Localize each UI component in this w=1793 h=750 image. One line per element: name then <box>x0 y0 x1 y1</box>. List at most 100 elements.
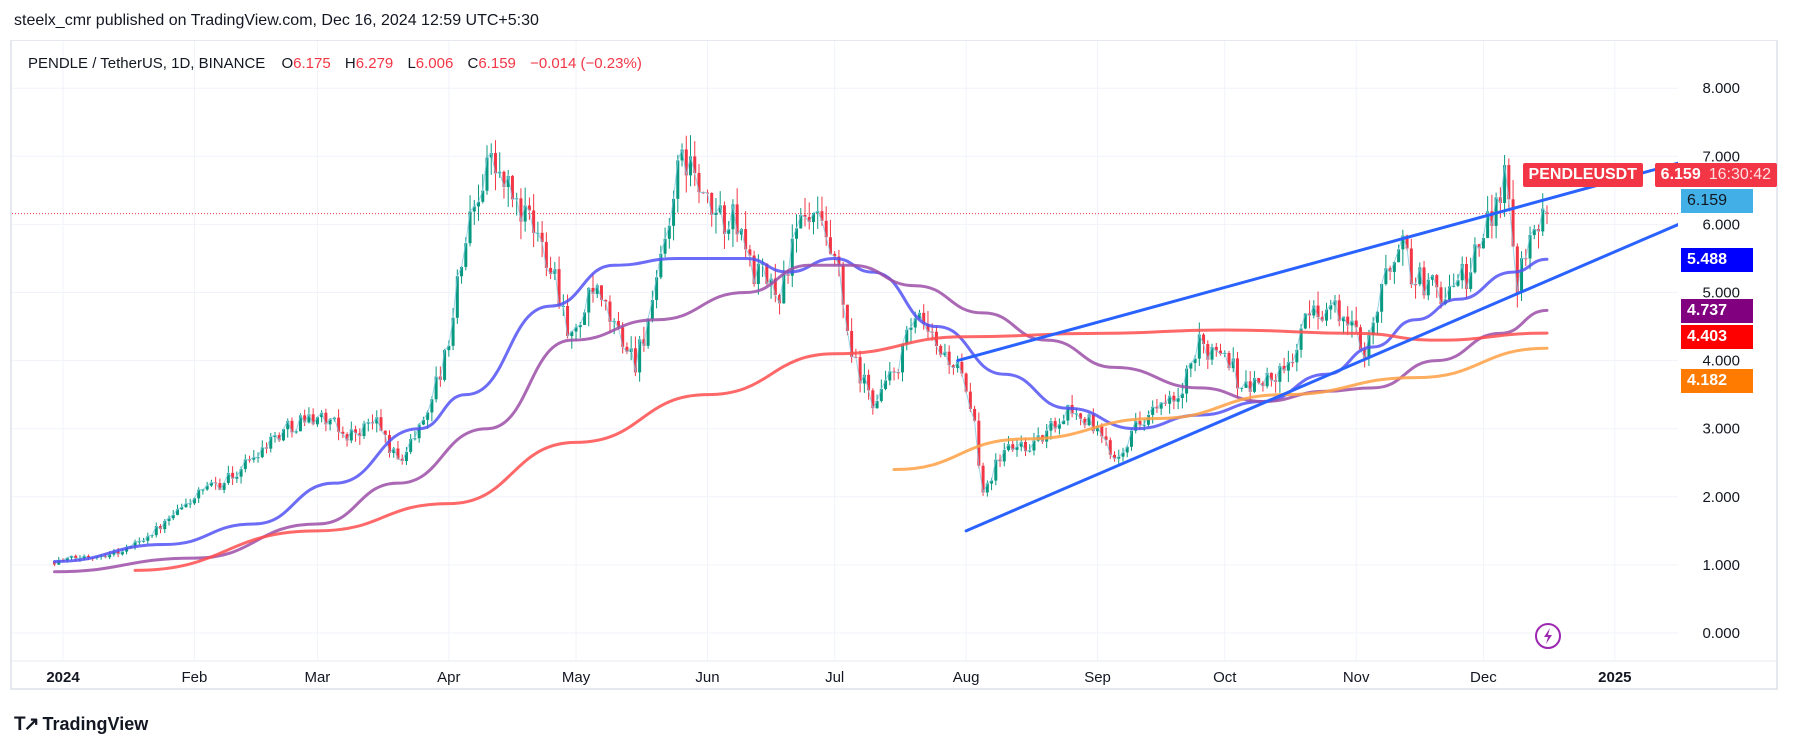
candle <box>1159 402 1163 409</box>
candle <box>841 265 845 305</box>
candle <box>1091 414 1095 432</box>
candle <box>1422 267 1426 296</box>
candle <box>307 414 311 423</box>
candle <box>756 263 760 285</box>
candle <box>1528 235 1532 259</box>
candle <box>1193 358 1197 364</box>
candle <box>1007 444 1011 451</box>
candle <box>1320 317 1324 321</box>
ma-blue-line <box>53 256 1549 563</box>
candle <box>917 312 921 319</box>
x-tick-label: Feb <box>182 669 208 686</box>
candle <box>731 204 735 230</box>
candle <box>120 551 124 555</box>
candle <box>417 424 421 439</box>
candle <box>1045 430 1049 442</box>
candle <box>362 423 366 437</box>
ma-orange-tag: 4.182 <box>1681 369 1753 393</box>
x-tick-label: Jun <box>695 669 719 686</box>
candle <box>328 419 332 425</box>
y-tick-label: 7.000 <box>1702 148 1740 165</box>
tradingview-logo[interactable]: T↗ TradingView <box>14 713 148 736</box>
lightning-icon[interactable] <box>1535 623 1561 649</box>
candle <box>86 555 90 558</box>
candle <box>502 171 506 187</box>
candle <box>1515 246 1519 293</box>
candle <box>1464 263 1468 289</box>
candle <box>578 324 582 328</box>
candle <box>1392 262 1396 272</box>
candle <box>315 417 319 425</box>
candle <box>1002 450 1006 462</box>
candle <box>778 295 782 304</box>
candle <box>1015 446 1019 450</box>
candle <box>718 205 722 213</box>
candle <box>349 429 353 441</box>
open-value: 6.175 <box>293 55 331 72</box>
candle <box>366 422 370 424</box>
candle <box>1172 395 1176 402</box>
x-tick-label: Apr <box>437 669 460 686</box>
candle <box>960 362 964 374</box>
candle <box>1049 421 1053 431</box>
candle <box>379 417 383 431</box>
candle <box>1210 346 1214 360</box>
candle <box>1341 316 1345 322</box>
candle <box>727 229 731 234</box>
candle <box>387 435 391 453</box>
candle <box>875 400 879 409</box>
candle <box>1011 444 1015 450</box>
candle <box>1231 358 1235 369</box>
candle <box>616 320 620 328</box>
candle <box>1180 393 1184 399</box>
candle <box>218 483 222 490</box>
candle <box>985 483 989 493</box>
candle <box>828 237 832 254</box>
candle <box>269 436 273 449</box>
candle <box>532 210 536 233</box>
candle <box>1295 349 1299 363</box>
symbol-tag: PENDLEUSDT <box>1522 163 1643 187</box>
y-tick-label: 3.000 <box>1702 421 1740 438</box>
chart-frame <box>10 40 1778 690</box>
candle <box>922 312 926 325</box>
candle <box>667 225 671 239</box>
candle <box>154 525 158 536</box>
candle <box>1409 248 1413 285</box>
symbol-title[interactable]: PENDLE / TetherUS, 1D, BINANCE <box>28 55 266 72</box>
y-tick-label: 2.000 <box>1702 489 1740 506</box>
candle <box>939 345 943 356</box>
candle <box>281 429 285 441</box>
candle <box>1503 165 1507 204</box>
ma-red-line <box>133 328 1549 572</box>
candle <box>383 430 387 436</box>
candle <box>1053 421 1057 429</box>
candle <box>1303 313 1307 329</box>
candle <box>222 482 226 490</box>
candle <box>540 232 544 243</box>
candle <box>1532 229 1536 236</box>
open-label: O <box>281 55 294 72</box>
candle <box>82 555 86 559</box>
candle <box>574 327 578 332</box>
candle <box>773 278 777 296</box>
y-tick-label: 4.000 <box>1702 353 1740 370</box>
candle <box>1439 287 1443 305</box>
candle <box>693 156 697 174</box>
candle <box>1371 322 1375 336</box>
candle <box>1447 286 1451 300</box>
x-tick-label: Oct <box>1213 669 1237 686</box>
candle <box>1269 372 1273 381</box>
candle <box>659 253 663 278</box>
x-tick-label: 2025 <box>1598 669 1631 686</box>
ma-purple-tag: 4.737 <box>1681 299 1753 323</box>
candle <box>871 390 875 409</box>
candle <box>392 448 396 453</box>
candle <box>680 149 684 161</box>
change-value: −0.014 (−0.23%) <box>530 55 642 72</box>
x-tick-label: Mar <box>304 669 330 686</box>
candle <box>1358 327 1362 350</box>
candle <box>1206 344 1210 360</box>
candle <box>150 535 154 537</box>
